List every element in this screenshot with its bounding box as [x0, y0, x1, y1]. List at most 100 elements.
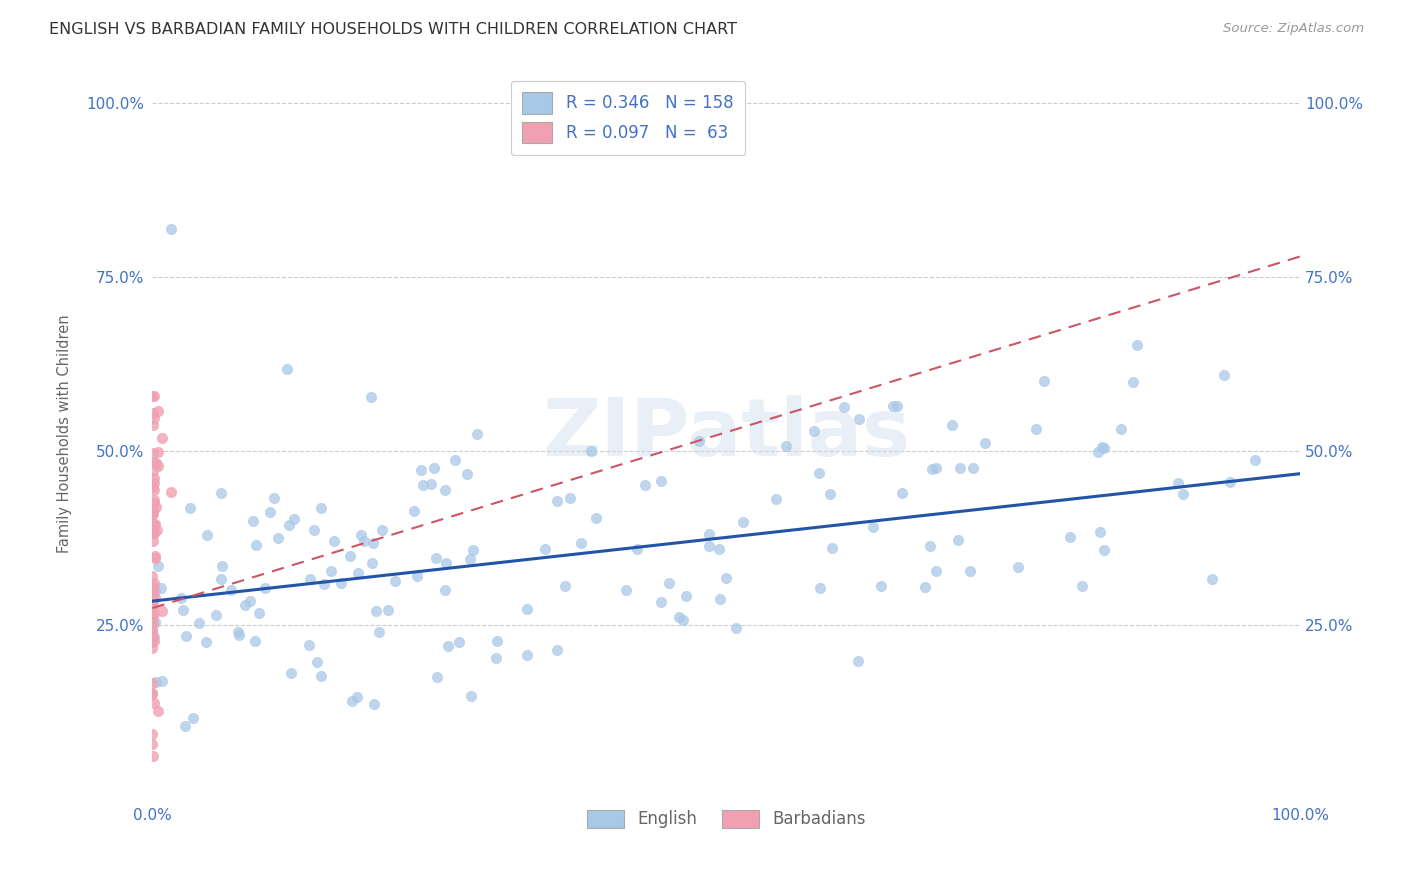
Point [141, 676, 163, 690]
Point [204, 607, 226, 622]
Point [425, 550, 447, 565]
Point [141, 686, 163, 700]
Point [974, 435, 997, 450]
Point [141, 727, 163, 741]
Point [141, 623, 163, 637]
Point [188, 616, 211, 631]
Point [150, 431, 173, 445]
Point [724, 621, 747, 635]
Point [143, 470, 166, 484]
Point [941, 418, 963, 433]
Point [862, 520, 884, 534]
Point [1109, 422, 1132, 436]
Point [160, 484, 183, 499]
Point [142, 599, 165, 614]
Point [141, 607, 163, 622]
Point [821, 541, 844, 556]
Point [142, 446, 165, 460]
Point [309, 500, 332, 515]
Point [142, 504, 165, 518]
Point [1173, 487, 1195, 501]
Point [346, 690, 368, 705]
Point [465, 427, 488, 442]
Point [353, 534, 375, 549]
Point [1059, 530, 1081, 544]
Point [298, 572, 321, 586]
Point [709, 591, 731, 606]
Point [433, 483, 456, 497]
Point [142, 418, 165, 433]
Point [141, 635, 163, 649]
Point [194, 634, 217, 648]
Point [141, 464, 163, 478]
Text: ENGLISH VS BARBADIAN FAMILY HOUSEHOLDS WITH CHILDREN CORRELATION CHART: ENGLISH VS BARBADIAN FAMILY HOUSEHOLDS W… [49, 22, 737, 37]
Point [172, 603, 194, 617]
Point [142, 580, 165, 594]
Point [585, 511, 607, 525]
Point [384, 574, 406, 588]
Point [918, 539, 941, 553]
Point [803, 424, 825, 438]
Point [142, 496, 165, 510]
Point [330, 576, 353, 591]
Point [870, 579, 893, 593]
Point [142, 586, 165, 600]
Point [233, 598, 256, 612]
Point [560, 491, 582, 505]
Point [882, 399, 904, 413]
Point [765, 491, 787, 506]
Point [569, 535, 592, 549]
Point [1091, 440, 1114, 454]
Point [846, 654, 869, 668]
Point [1071, 579, 1094, 593]
Point [925, 461, 948, 475]
Point [434, 583, 457, 598]
Point [675, 589, 697, 603]
Point [302, 524, 325, 538]
Point [1087, 444, 1109, 458]
Point [832, 401, 855, 415]
Point [143, 516, 166, 531]
Point [808, 581, 831, 595]
Point [1243, 453, 1265, 467]
Point [141, 389, 163, 403]
Point [142, 594, 165, 608]
Point [818, 487, 841, 501]
Point [141, 508, 163, 522]
Point [361, 557, 384, 571]
Point [160, 221, 183, 235]
Point [141, 624, 163, 638]
Point [423, 460, 446, 475]
Y-axis label: Family Households with Children: Family Households with Children [58, 315, 72, 553]
Point [377, 603, 399, 617]
Point [143, 492, 166, 507]
Point [142, 630, 165, 644]
Point [886, 399, 908, 413]
Point [485, 650, 508, 665]
Point [142, 525, 165, 540]
Point [614, 582, 637, 597]
Point [775, 439, 797, 453]
Point [239, 594, 262, 608]
Point [361, 536, 384, 550]
Point [143, 550, 166, 565]
Point [276, 361, 298, 376]
Point [959, 564, 981, 578]
Point [142, 522, 165, 536]
Point [1219, 475, 1241, 489]
Point [259, 505, 281, 519]
Point [145, 583, 167, 598]
Point [516, 602, 538, 616]
Point [143, 549, 166, 563]
Point [1092, 543, 1115, 558]
Point [891, 485, 914, 500]
Point [209, 485, 232, 500]
Point [254, 581, 277, 595]
Point [948, 533, 970, 547]
Point [444, 453, 467, 467]
Point [346, 566, 368, 580]
Point [141, 582, 163, 597]
Point [402, 503, 425, 517]
Point [1122, 375, 1144, 389]
Point [141, 737, 163, 751]
